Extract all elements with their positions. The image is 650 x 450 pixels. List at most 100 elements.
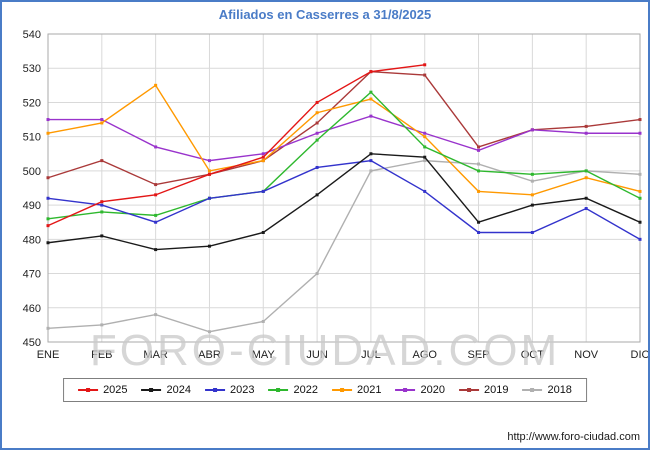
y-tick-label: 470 [23, 269, 41, 281]
data-point-2022 [154, 213, 158, 217]
data-point-2021 [477, 189, 481, 193]
series-line-2022 [47, 91, 641, 220]
data-point-2025 [369, 70, 373, 74]
data-point-2024 [154, 248, 158, 252]
x-tick-label: MAY [252, 349, 276, 361]
legend-swatch-2021 [332, 388, 352, 392]
data-point-2021 [315, 111, 319, 115]
legend-item-2018: 2018 [522, 384, 572, 396]
data-point-2023 [477, 230, 481, 234]
data-point-2024 [369, 152, 373, 156]
y-tick-label: 480 [23, 234, 41, 246]
series-line-2023 [47, 159, 641, 240]
series-line-2020 [48, 115, 640, 162]
legend-item-2023: 2023 [205, 384, 255, 396]
data-point-2019 [154, 183, 158, 187]
legend-swatch-2022 [268, 388, 289, 392]
data-point-2020 [530, 128, 534, 132]
data-point-2024 [46, 241, 50, 245]
data-point-2023 [207, 196, 211, 200]
data-point-2024 [100, 234, 104, 238]
data-point-2021 [584, 176, 588, 180]
data-point-2018 [638, 172, 642, 176]
series-line-2021 [47, 84, 641, 196]
legend: 2025 2024 2023 2022 2021 2020 2019 2018 [63, 378, 587, 402]
data-point-2023 [261, 189, 265, 193]
legend-swatch-2019 [458, 388, 479, 392]
y-tick-label: 530 [23, 63, 41, 75]
legend-label-2019: 2019 [483, 384, 509, 396]
axis-labels: 450 460 470 480 490 500 510 520 530 540 ENE FEB MAR A… [23, 29, 648, 361]
data-point-2021 [100, 121, 104, 125]
data-point-2019 [423, 73, 427, 77]
chart-title: Afiliados en Casserres a 31/8/2025 [218, 7, 432, 22]
data-point-2021 [46, 131, 50, 135]
data-point-2023 [369, 159, 373, 163]
legend-swatch-2025 [78, 388, 99, 392]
data-point-2022 [638, 196, 642, 200]
data-point-2025 [261, 155, 265, 159]
data-point-2021 [154, 83, 158, 87]
data-point-2025 [154, 193, 158, 197]
data-point-2021 [638, 189, 642, 193]
data-point-2018 [477, 162, 481, 166]
x-tick-label: ENE [37, 349, 60, 361]
data-point-2022 [584, 169, 588, 173]
x-tick-label: AGO [413, 349, 438, 361]
data-point-2022 [477, 169, 481, 173]
data-point-2020 [369, 114, 373, 118]
y-tick-label: 450 [23, 337, 41, 349]
legend-label-2018: 2018 [547, 384, 572, 396]
data-point-2020 [207, 159, 211, 163]
data-point-2024 [530, 203, 534, 207]
data-point-2021 [261, 159, 265, 163]
data-point-2022 [530, 172, 534, 176]
data-point-2019 [477, 145, 481, 149]
data-point-2018 [100, 323, 104, 327]
data-point-2023 [638, 237, 642, 241]
data-point-2021 [369, 97, 373, 101]
data-point-2021 [530, 193, 534, 197]
data-point-2018 [423, 159, 427, 163]
legend-swatch-2023 [205, 388, 226, 392]
x-tick-label: MAR [143, 349, 168, 361]
data-point-2023 [423, 189, 427, 193]
plot-border [47, 33, 641, 343]
y-tick-label: 510 [23, 132, 41, 144]
data-point-2020 [46, 118, 50, 122]
data-point-2020 [261, 152, 265, 156]
data-point-2019 [584, 124, 588, 128]
data-point-2024 [315, 193, 319, 197]
data-point-2020 [154, 145, 158, 149]
legend-swatch-2020 [395, 388, 416, 392]
x-tick-label: JUL [361, 349, 381, 361]
data-point-2023 [315, 165, 319, 169]
data-point-2022 [423, 145, 427, 149]
data-point-2018 [46, 326, 50, 330]
data-point-2023 [584, 207, 588, 211]
data-point-2024 [584, 196, 588, 200]
data-point-2021 [207, 169, 211, 173]
data-point-2022 [369, 90, 373, 94]
legend-item-2022: 2022 [268, 384, 318, 396]
data-point-2024 [261, 230, 265, 234]
y-tick-label: 460 [23, 303, 41, 315]
series-line-2018 [47, 159, 641, 333]
data-point-2023 [100, 203, 104, 207]
data-point-2022 [100, 210, 104, 214]
data-point-2024 [423, 155, 427, 159]
data-point-2025 [315, 100, 319, 104]
line-chart-svg: 450 460 470 480 490 500 510 520 530 540 ENE FEB MAR A… [23, 29, 648, 361]
legend-swatch-2018 [522, 388, 543, 392]
x-tick-label: ABR [198, 349, 221, 361]
legend-label-2021: 2021 [357, 384, 382, 396]
x-tick-label: JUN [306, 349, 327, 361]
gridlines [47, 33, 641, 343]
footer-url: http://www.foro-ciudad.com [507, 431, 640, 443]
data-point-2020 [100, 118, 104, 122]
y-tick-label: 490 [23, 200, 41, 212]
data-point-2025 [207, 172, 211, 176]
legend-swatch-2024 [141, 388, 162, 392]
x-tick-label: NOV [574, 349, 599, 361]
